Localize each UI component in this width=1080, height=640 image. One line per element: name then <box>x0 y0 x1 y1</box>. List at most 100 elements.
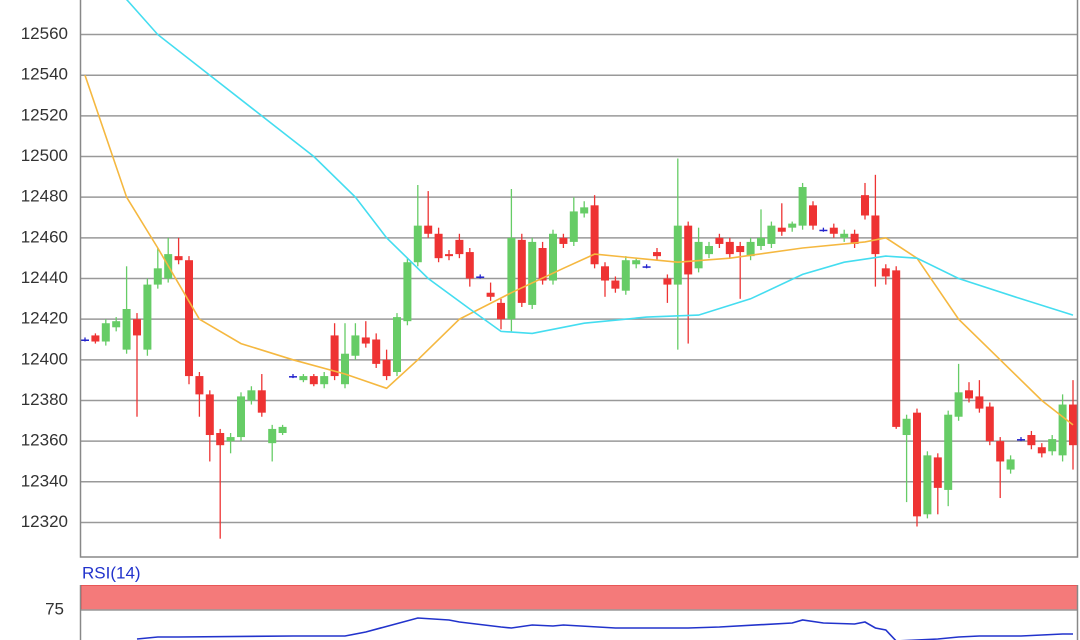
candle-body <box>268 428 277 444</box>
candle-body <box>517 239 526 303</box>
candle-body <box>1048 439 1057 452</box>
y-tick-label: 12480 <box>21 187 68 206</box>
y-tick-label: 12520 <box>21 105 68 124</box>
candle-body <box>278 426 287 433</box>
candle-body <box>975 396 984 409</box>
candle-body <box>185 260 193 377</box>
y-tick-label: 12540 <box>21 65 68 84</box>
candle-body <box>559 237 568 244</box>
candle-body <box>933 457 942 488</box>
candle-body <box>497 302 505 320</box>
candle-body <box>653 252 661 257</box>
candle-body <box>133 319 141 336</box>
candle-body <box>746 241 755 257</box>
candle-body <box>705 245 713 255</box>
candle-body <box>330 335 339 377</box>
rsi-label: RSI(14) <box>82 563 141 582</box>
candle-body <box>861 195 869 216</box>
y-tick-label: 12340 <box>21 471 68 490</box>
candle-body <box>736 245 745 253</box>
candle-body <box>1006 459 1015 470</box>
candle-body <box>601 266 609 281</box>
price-panel <box>81 0 1078 539</box>
moving-average <box>84 74 1074 426</box>
candle-body <box>892 270 901 427</box>
y-tick-label: 12560 <box>21 24 68 43</box>
candle-body <box>621 260 630 291</box>
candle-body <box>309 376 318 385</box>
candle-body <box>341 353 349 385</box>
candle-body <box>549 233 557 281</box>
rsi-panel <box>81 585 1078 640</box>
plot-border <box>79 0 1079 558</box>
candle-body <box>538 248 547 281</box>
y-tick-label: 12420 <box>21 309 68 328</box>
candle-body <box>372 339 381 364</box>
candle-body <box>788 223 797 228</box>
candle-body <box>143 284 152 350</box>
candle-body <box>393 317 401 373</box>
candle-body <box>809 205 817 226</box>
candle-body <box>985 406 994 442</box>
candle-body <box>465 252 474 279</box>
candle-body <box>112 321 121 328</box>
candle-body <box>1017 439 1025 441</box>
candle-body <box>101 323 110 342</box>
y-tick-label: 12500 <box>21 146 68 165</box>
candle-body <box>455 239 464 255</box>
candle-body <box>829 227 838 234</box>
candle-body <box>382 359 391 377</box>
candle-body <box>767 225 776 244</box>
candle-body <box>237 396 245 438</box>
rsi-tick-label: 75 <box>45 599 64 618</box>
candle-body <box>684 225 693 275</box>
candle-body <box>642 266 651 268</box>
candle-body <box>122 308 131 350</box>
candle-body <box>226 437 235 442</box>
candle-body <box>996 441 1005 462</box>
y-tick-label: 12320 <box>21 512 68 531</box>
candle-body <box>351 335 360 356</box>
candle-body <box>445 254 453 257</box>
candle-body <box>257 390 266 413</box>
y-tick-label: 12400 <box>21 349 68 368</box>
candle-body <box>871 215 880 255</box>
candle-body <box>715 237 724 244</box>
candle-body <box>580 207 589 214</box>
candle-body <box>632 260 641 265</box>
candle-body <box>777 227 786 232</box>
candle-body <box>694 241 703 269</box>
candle-body <box>954 392 963 417</box>
candle-body <box>850 233 859 244</box>
candle-body <box>725 241 734 255</box>
rsi-band <box>81 585 1078 611</box>
candle-body <box>289 376 297 378</box>
labels: 12320 12340 12360 12380 12400 12420 12440 12460… <box>21 24 1079 640</box>
candle-body <box>840 233 849 238</box>
candle-body <box>205 394 214 436</box>
candle-body <box>434 233 443 259</box>
candle-body <box>195 376 204 395</box>
candle-body <box>965 390 973 399</box>
candle-body <box>361 337 370 344</box>
candle-body <box>403 262 412 322</box>
candle-body <box>91 335 100 342</box>
candle-body <box>320 376 329 385</box>
candle-body <box>881 268 890 277</box>
candle-body <box>757 237 765 246</box>
y-tick-label: 12360 <box>21 431 68 450</box>
candle-body <box>673 225 682 285</box>
candle-body <box>247 390 256 401</box>
moving-average <box>125 0 1074 335</box>
candle-body <box>569 211 578 242</box>
y-tick-label: 12440 <box>21 268 68 287</box>
candle-body <box>611 280 620 289</box>
candle-body <box>486 292 495 297</box>
rsi-line <box>136 617 1073 640</box>
candle-body <box>798 187 807 226</box>
candle-body <box>663 278 672 285</box>
candle-body <box>299 376 308 381</box>
candle-body <box>153 268 162 285</box>
